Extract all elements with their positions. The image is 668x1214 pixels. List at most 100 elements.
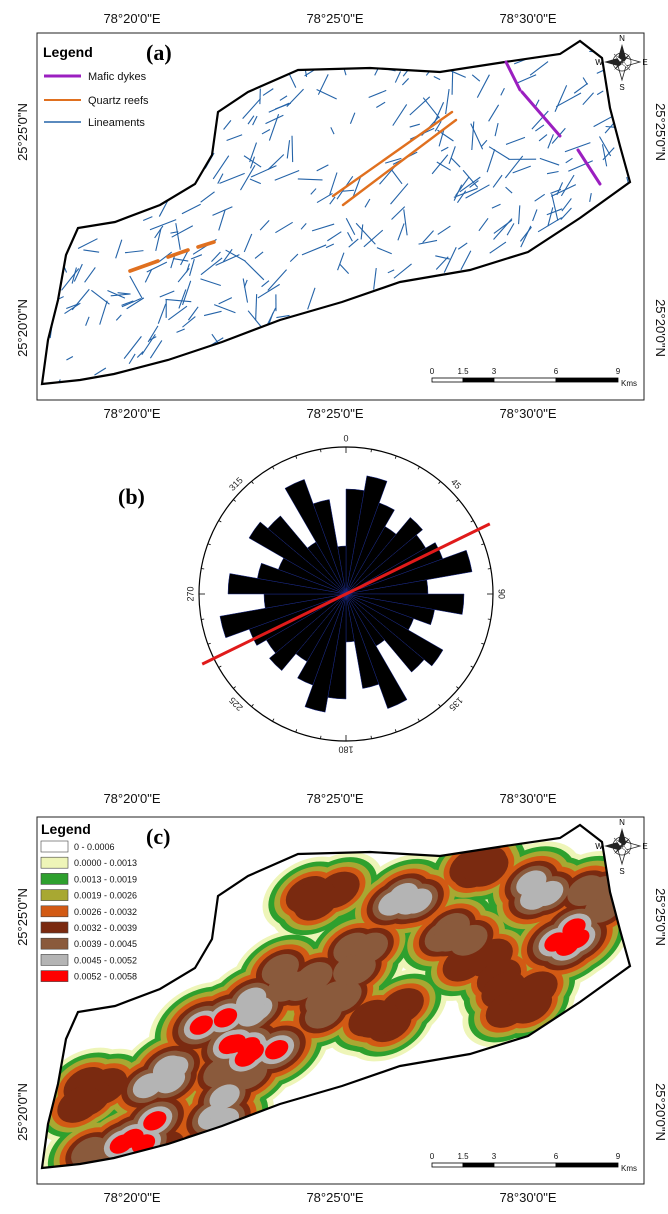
- lineament: [375, 58, 384, 75]
- lineament: [611, 38, 619, 48]
- lineament: [559, 276, 573, 280]
- lineament: [238, 360, 259, 368]
- lineament: [177, 110, 184, 129]
- lineament: [566, 268, 574, 283]
- lineament: [419, 297, 423, 303]
- lineament: [520, 227, 531, 241]
- mafic-dyke-3: [578, 150, 600, 184]
- density-legend-swatch: [41, 971, 68, 982]
- lineament: [508, 259, 518, 262]
- density-legend-label: 0.0000 - 0.0013: [74, 858, 137, 868]
- lineament: [59, 226, 71, 243]
- lineament: [130, 276, 143, 299]
- rose-tick: [395, 729, 396, 732]
- lineament: [557, 182, 563, 195]
- lineament: [287, 140, 289, 158]
- scale-tick-c-3: 6: [554, 1152, 559, 1161]
- lineament: [169, 97, 170, 118]
- lineament: [589, 285, 590, 292]
- lineament: [298, 179, 323, 180]
- lineament: [48, 174, 72, 187]
- lineament: [548, 134, 554, 148]
- rose-tick: [471, 521, 474, 523]
- lineament: [556, 321, 564, 336]
- lineament: [474, 295, 491, 304]
- lineament: [209, 88, 226, 101]
- scale-bar-c: 0 1.5 3 6 9 Kms: [430, 1152, 637, 1173]
- lineament: [492, 204, 501, 208]
- mafic-dyke-2: [522, 92, 560, 136]
- rose-tick: [481, 643, 484, 644]
- lineament: [176, 223, 180, 250]
- lineament: [210, 69, 212, 88]
- rose-tick: [456, 687, 458, 689]
- lineament: [243, 99, 261, 119]
- lineament: [311, 189, 316, 195]
- lineament: [43, 203, 50, 212]
- lineament: [110, 45, 127, 46]
- lineament: [86, 317, 89, 326]
- scale-tick-a-0: 0: [430, 367, 435, 376]
- bottom-tick-c-3: 78°30'0"E: [499, 1190, 556, 1205]
- angle-label-180: 180: [338, 745, 353, 755]
- rose-tick: [320, 449, 321, 452]
- lineament: [457, 191, 465, 203]
- lineament: [451, 158, 460, 167]
- lineament: [255, 252, 263, 259]
- lineament: [240, 165, 255, 190]
- lineament: [47, 300, 51, 312]
- left-tick-c-1: 25°25'0"N: [15, 888, 30, 946]
- bottom-tick-a-1: 78°20'0"E: [103, 406, 160, 421]
- lineament: [245, 261, 264, 280]
- lineament: [168, 306, 187, 320]
- lineament: [118, 293, 131, 294]
- lineament: [616, 227, 623, 243]
- lineament: [262, 129, 270, 133]
- lineament: [460, 177, 480, 192]
- lineament: [289, 380, 316, 384]
- rose-tick: [439, 481, 441, 483]
- rose-tick: [201, 619, 204, 620]
- lineament: [317, 165, 329, 171]
- panel-label-c: (c): [146, 824, 170, 849]
- lineament: [330, 41, 343, 59]
- density-legend-label: 0.0052 - 0.0058: [74, 972, 137, 982]
- lineament: [444, 247, 456, 272]
- lineament: [395, 71, 400, 82]
- lineament: [297, 36, 315, 53]
- right-tick-a-2: 25°20'0"N: [653, 299, 668, 357]
- lineament: [260, 220, 269, 230]
- angle-label-90: 90: [497, 589, 507, 599]
- lineament: [251, 166, 276, 177]
- scale-tick-a-1: 1.5: [457, 367, 469, 376]
- legend-label-mafic: Mafic dykes: [88, 71, 147, 83]
- lineament: [412, 39, 426, 63]
- lineament: [300, 368, 314, 381]
- lineament: [317, 193, 333, 202]
- lineament: [343, 190, 354, 191]
- lineament: [201, 258, 222, 275]
- quartz-reefs: [130, 112, 456, 271]
- lineament: [392, 207, 405, 220]
- legend-label-quartz: Quartz reefs: [88, 95, 149, 107]
- lineament: [391, 184, 408, 205]
- compass-icon: [604, 44, 640, 80]
- lineament: [426, 296, 447, 305]
- rose-tick: [371, 736, 372, 739]
- lineament: [423, 231, 434, 243]
- top-tick-c-1: 78°20'0"E: [103, 791, 160, 806]
- lineament: [312, 224, 334, 231]
- lineament: [542, 347, 551, 355]
- lineament: [590, 193, 592, 202]
- lineament: [488, 316, 507, 330]
- lineament: [43, 297, 64, 307]
- lineament: [266, 354, 281, 361]
- lineament: [494, 219, 512, 240]
- lineament: [330, 197, 335, 204]
- density-legend-swatch: [41, 857, 68, 868]
- lineament: [187, 264, 190, 273]
- lineament: [349, 239, 359, 247]
- panel-c: 78°20'0"E 78°25'0"E 78°30'0"E 78°20'0"E …: [15, 791, 668, 1209]
- lineament: [172, 71, 178, 92]
